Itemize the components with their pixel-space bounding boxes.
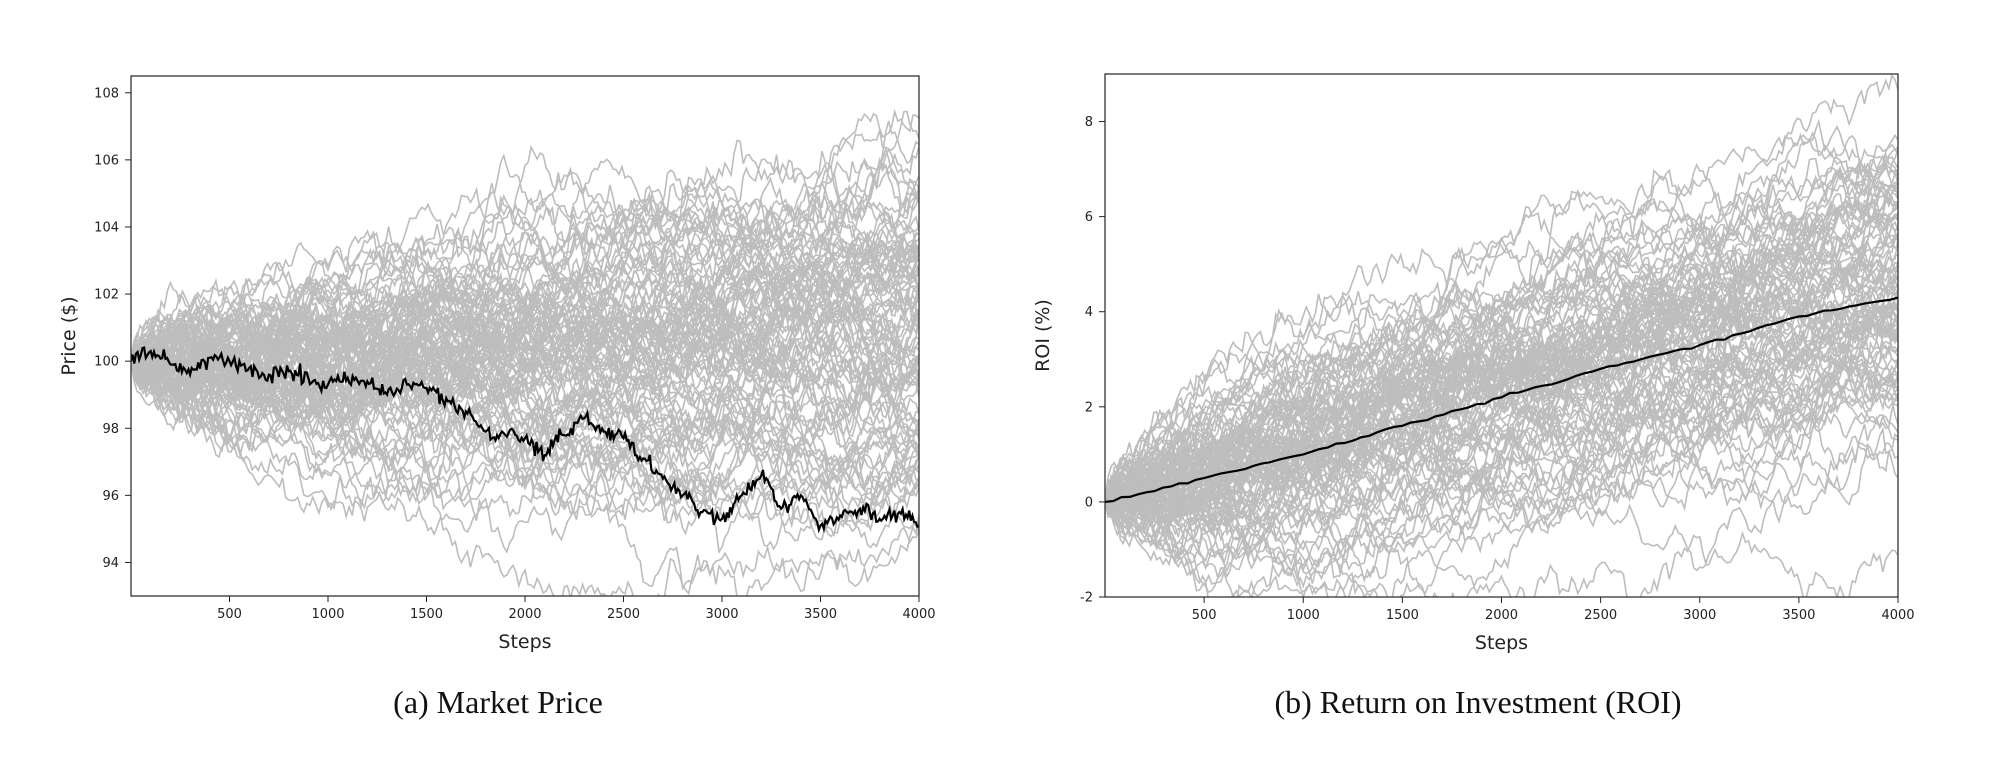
simulation-path	[1105, 245, 1898, 535]
x-axis-label: Steps	[1475, 632, 1528, 654]
y-tick-label: 94	[102, 556, 119, 571]
y-tick-label: 106	[94, 153, 119, 168]
simulation-path	[131, 320, 919, 523]
x-axis-label: Steps	[498, 631, 551, 653]
simulation-path	[1105, 171, 1898, 521]
x-tick-label: 4000	[1881, 608, 1914, 623]
y-tick-label: 6	[1085, 210, 1093, 225]
y-tick-label: 104	[94, 220, 119, 235]
y-tick-label: 96	[102, 489, 119, 504]
x-tick-label: 4000	[902, 607, 935, 622]
y-tick-label: -2	[1080, 591, 1093, 606]
x-tick-label: 1000	[1287, 608, 1320, 623]
simulation-path	[131, 356, 919, 520]
simulation-path	[131, 341, 919, 596]
x-tick-label: 1500	[410, 607, 443, 622]
simulation-path	[1105, 289, 1898, 503]
y-axis-label: ROI (%)	[1032, 299, 1054, 372]
simulation-path	[131, 359, 919, 521]
simulation-path	[1105, 266, 1898, 577]
simulation-path	[1105, 341, 1898, 597]
y-axis-ticks: 94 96 98 100 102 104 106 108	[94, 86, 131, 571]
x-axis-ticks: 500 1000 1500 2000 2500 3000 3500 4000	[1192, 597, 1915, 623]
simulation-path	[131, 318, 919, 549]
simulation-path	[131, 196, 919, 434]
x-axis-ticks: 500 1000 1500 2000 2500 3000 3500 4000	[217, 596, 936, 622]
x-tick-label: 1500	[1386, 608, 1419, 623]
simulation-path	[131, 305, 919, 483]
simulation-path	[131, 255, 919, 393]
simulation-path	[131, 360, 919, 554]
x-tick-label: 500	[217, 607, 242, 622]
x-tick-label: 3500	[1782, 608, 1815, 623]
y-tick-label: 8	[1085, 115, 1093, 130]
y-tick-label: 0	[1085, 495, 1093, 510]
simulation-path	[1105, 359, 1898, 551]
simulation-path	[1105, 233, 1898, 557]
x-tick-label: 3500	[804, 607, 837, 622]
y-tick-label: 98	[102, 422, 119, 437]
x-tick-label: 2500	[1584, 608, 1617, 623]
simulation-path	[131, 146, 919, 447]
simulation-path	[1105, 239, 1898, 518]
simulation-path	[1105, 157, 1898, 532]
y-axis-label: Price ($)	[58, 296, 80, 375]
y-tick-label: 2	[1085, 400, 1093, 415]
simulation-path	[131, 355, 919, 500]
x-tick-label: 2000	[508, 607, 541, 622]
y-tick-label: 108	[94, 86, 119, 101]
y-tick-label: 4	[1085, 305, 1093, 320]
simulation-path	[131, 244, 919, 399]
simulation-path	[1105, 418, 1898, 597]
simulation-path	[131, 302, 919, 453]
simulation-path	[1105, 118, 1898, 503]
x-tick-label: 3000	[705, 607, 738, 622]
simulation-path	[131, 263, 919, 412]
highlight-path	[131, 346, 919, 534]
simulation-path	[131, 232, 919, 408]
simulation-path	[1105, 264, 1898, 503]
simulation-path	[1105, 426, 1898, 597]
subfigure-caption: (a) Market Price	[393, 684, 603, 720]
y-tick-label: 100	[94, 355, 119, 370]
highlight-path	[1105, 296, 1898, 503]
y-tick-label: 102	[94, 288, 119, 303]
roi-panel: 500 1000 1500 2000 2500 3000 3500 4000 -202468 …	[1032, 73, 1915, 720]
simulation-path	[1105, 302, 1898, 525]
simulation-paths	[1105, 74, 1898, 597]
simulation-path	[1105, 265, 1898, 503]
simulation-path	[131, 273, 919, 534]
simulation-path	[1105, 248, 1898, 503]
simulation-path	[131, 258, 919, 418]
simulation-path	[1105, 312, 1898, 560]
simulation-path	[1105, 275, 1898, 545]
simulation-path	[1105, 345, 1898, 554]
y-axis-ticks: -2 0 2 4 6 8	[1080, 115, 1105, 606]
simulation-path	[1105, 134, 1898, 503]
market-price-panel: 500 1000 1500 2000 2500 3000 3500 4000 94 96 98 10…	[58, 75, 936, 720]
subfigure-caption: (b) Return on Investment (ROI)	[1274, 684, 1681, 720]
simulation-path	[131, 336, 919, 511]
simulation-paths	[131, 108, 919, 596]
x-tick-label: 1000	[311, 607, 344, 622]
simulation-path	[131, 146, 919, 436]
x-tick-label: 500	[1192, 608, 1217, 623]
x-tick-label: 2000	[1485, 608, 1518, 623]
x-tick-label: 3000	[1683, 608, 1716, 623]
simulation-path	[131, 315, 919, 413]
x-tick-label: 2500	[607, 607, 640, 622]
simulation-path	[1105, 197, 1898, 505]
simulation-path	[1105, 284, 1898, 510]
simulation-path	[131, 153, 919, 366]
